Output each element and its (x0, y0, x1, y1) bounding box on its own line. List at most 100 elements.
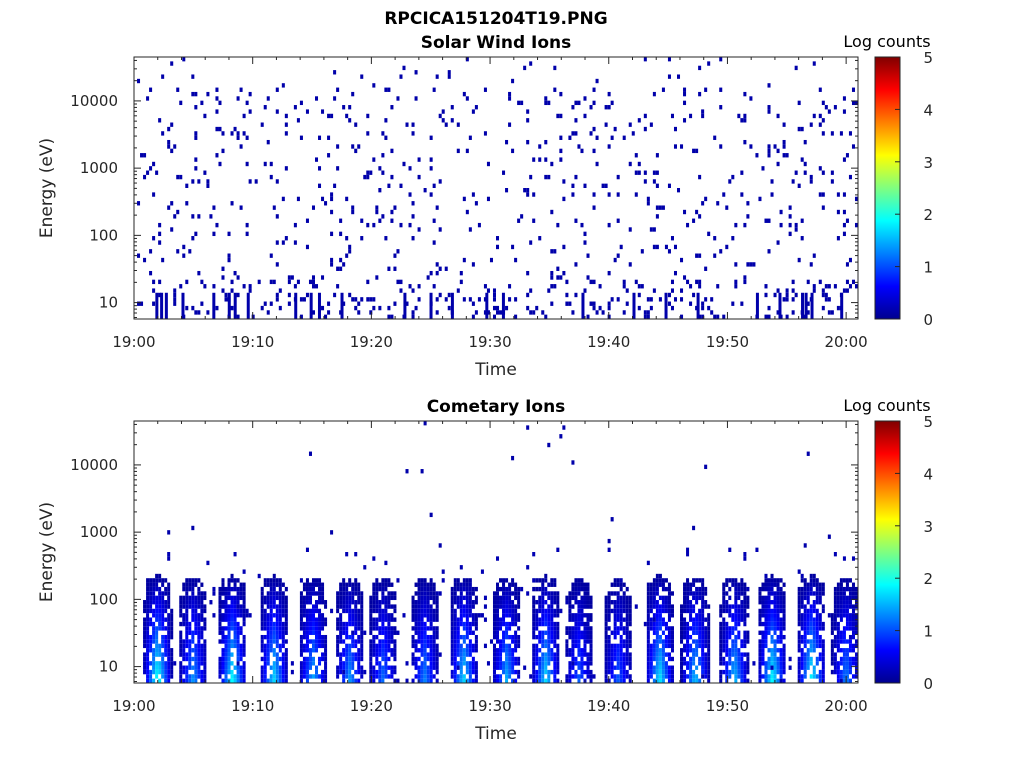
heatmap-cell (673, 144, 677, 149)
heatmap-cell (529, 310, 533, 315)
heatmap-cell (719, 613, 723, 618)
heatmap-cell (315, 608, 319, 614)
heatmap-cell (854, 630, 858, 635)
heatmap-cell (556, 275, 560, 280)
heatmap-cell (164, 669, 168, 675)
heatmap-cell (239, 582, 243, 587)
heatmap-cell (275, 582, 279, 587)
heatmap-cell (851, 279, 855, 285)
heatmap-cell (447, 74, 451, 79)
heatmap-cell (269, 621, 273, 627)
heatmap-cell (302, 648, 306, 653)
heatmap-cell (453, 578, 457, 583)
heatmap-cell (502, 634, 506, 640)
heatmap-cell (613, 578, 617, 583)
heatmap-cell (686, 582, 690, 587)
ylabel-top: Energy (eV) (37, 138, 57, 238)
heatmap-cell (372, 604, 376, 609)
heatmap-cell (324, 643, 328, 649)
heatmap-cell (182, 244, 186, 250)
heatmap-cell (302, 595, 306, 601)
heatmap-cell (839, 582, 843, 587)
heatmap-cell (553, 661, 557, 666)
heatmap-cell (661, 678, 665, 683)
heatmap-cell (215, 109, 219, 114)
heatmap-cell (345, 604, 349, 609)
heatmap-cell (456, 604, 460, 609)
heatmap-cell (830, 626, 834, 631)
heatmap-cell (851, 591, 855, 596)
heatmap-cell (655, 643, 659, 649)
heatmap-cell (505, 578, 509, 583)
heatmap-cell (779, 586, 783, 592)
heatmap-cell (414, 600, 418, 605)
heatmap-cell (523, 65, 527, 71)
heatmap-cell (212, 205, 216, 210)
heatmap-cell (680, 314, 684, 319)
heatmap-cell (230, 661, 234, 666)
heatmap-cell (698, 643, 702, 649)
heatmap-cell (746, 630, 750, 635)
heatmap-cell (242, 586, 246, 592)
heatmap-cell (701, 305, 705, 311)
heatmap-cell (619, 634, 623, 640)
heatmap-cell (839, 131, 843, 136)
heatmap-cell (550, 630, 554, 635)
heatmap-cell (465, 591, 469, 596)
heatmap-cell (743, 91, 747, 97)
heatmap-cell (652, 617, 656, 622)
heatmap-cell (667, 586, 671, 592)
heatmap-cell (833, 591, 837, 596)
heatmap-cell (348, 674, 352, 679)
heatmap-cell (496, 613, 500, 618)
heatmap-cell (239, 591, 243, 596)
heatmap-cell (532, 595, 536, 601)
heatmap-cell (348, 608, 352, 614)
heatmap-cell (315, 591, 319, 596)
heatmap-cell (182, 648, 186, 653)
heatmap-cell (348, 118, 352, 123)
heatmap-cell (339, 656, 343, 662)
heatmap-cell (161, 634, 165, 640)
heatmap-cell (305, 661, 309, 666)
heatmap-cell (698, 661, 702, 666)
heatmap-cell (782, 122, 786, 127)
heatmap-cell (176, 209, 180, 215)
heatmap-cell (197, 639, 201, 644)
heatmap-cell (173, 144, 177, 149)
heatmap-cell (164, 674, 168, 679)
heatmap-cell (734, 639, 738, 644)
heatmap-cell (155, 643, 159, 649)
heatmap-cell (604, 665, 608, 670)
heatmap-cell (749, 262, 753, 267)
heatmap-cell (305, 582, 309, 587)
heatmap-cell (200, 656, 204, 662)
heatmap-cell (833, 626, 837, 631)
heatmap-cell (538, 630, 542, 635)
heatmap-cell (839, 661, 843, 666)
heatmap-cell (707, 665, 711, 670)
heatmap-cell (586, 634, 590, 640)
heatmap-cell (758, 617, 762, 622)
heatmap-cell (646, 656, 650, 662)
heatmap-cell (698, 578, 702, 583)
heatmap-cell (242, 604, 246, 609)
heatmap-cell (311, 674, 315, 679)
heatmap-cell (842, 231, 846, 237)
heatmap-cell (224, 591, 228, 596)
heatmap-cell (767, 218, 771, 223)
heatmap-cell (414, 639, 418, 644)
heatmap-cell (815, 608, 819, 614)
heatmap-cell (315, 634, 319, 640)
heatmap-cell (284, 626, 288, 631)
heatmap-cell (281, 83, 285, 88)
heatmap-cell (809, 591, 813, 596)
heatmap-cell (281, 621, 285, 627)
heatmap-cell (453, 626, 457, 631)
heatmap-cell (197, 578, 201, 583)
heatmap-cell (550, 275, 554, 280)
heatmap-cell (538, 674, 542, 679)
heatmap-cell (577, 608, 581, 614)
heatmap-cell (499, 652, 503, 657)
heatmap-cell (218, 126, 222, 132)
